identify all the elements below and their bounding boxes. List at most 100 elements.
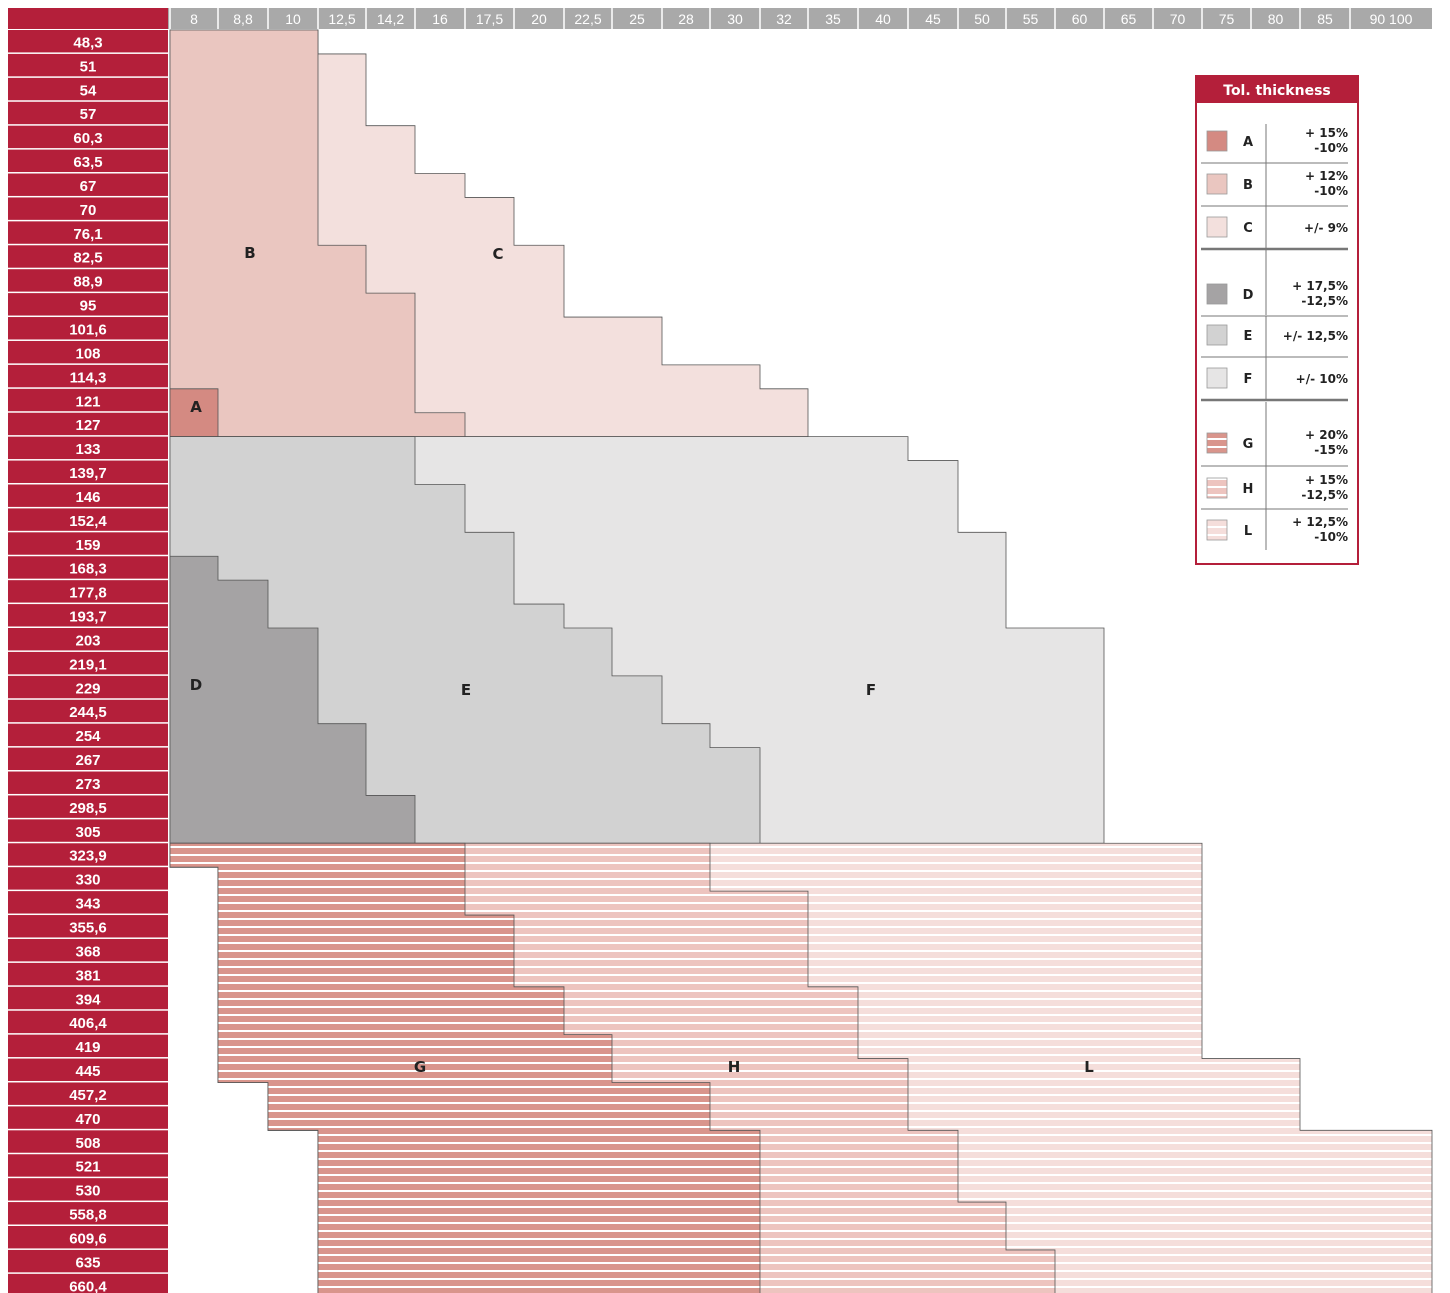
row-header-cell (8, 843, 168, 866)
row-header-cell (8, 197, 168, 220)
row-label: 54 (80, 82, 97, 99)
row-label: 121 (75, 393, 100, 410)
column-label: 12,5 (328, 11, 355, 27)
row-label: 660,4 (69, 1278, 107, 1293)
row-header-cell (8, 101, 168, 125)
row-header-cell (8, 532, 168, 555)
row-header-cell (8, 125, 168, 149)
row-header-cell (8, 149, 168, 173)
row-header-cell (8, 699, 168, 723)
legend-tolerance: -10% (1314, 530, 1348, 544)
row-header-cell (8, 508, 168, 531)
column-label: 8 (190, 11, 198, 27)
legend-tolerance: + 12% (1305, 169, 1348, 183)
legend-swatch-d (1206, 283, 1228, 305)
row-label: 368 (75, 943, 100, 960)
legend-letter: D (1243, 288, 1254, 303)
column-label: 70 (1170, 11, 1186, 27)
row-header-cell (8, 1202, 168, 1225)
row-header-cell (8, 819, 168, 842)
legend-tolerance: +/- 9% (1304, 221, 1348, 235)
legend-title: Tol. thickness (1223, 83, 1331, 99)
legend-swatch-h (1206, 477, 1228, 499)
column-label: 50 (974, 11, 990, 27)
row-label: 82,5 (73, 250, 102, 267)
zone-label-f: F (866, 681, 876, 699)
row-label: 168,3 (69, 561, 107, 578)
legend-swatch-e (1206, 324, 1228, 346)
row-header-cell (8, 173, 168, 196)
row-label: 267 (75, 752, 100, 769)
row-label: 146 (75, 489, 100, 506)
column-label: 28 (678, 11, 694, 27)
legend-swatch-c (1206, 216, 1228, 238)
row-header-cell (8, 723, 168, 747)
legend-tolerance: -10% (1314, 141, 1348, 155)
column-label: 60 (1072, 11, 1088, 27)
row-label: 470 (75, 1111, 100, 1128)
row-label: 330 (75, 872, 100, 889)
row-header-cell (8, 962, 168, 986)
row-header-cell (8, 675, 168, 699)
row-label: 159 (75, 537, 100, 554)
row-header-cell (8, 388, 168, 412)
column-label: 90 100 (1370, 11, 1413, 27)
row-header-cell (8, 891, 168, 914)
legend-tolerance: -12,5% (1301, 488, 1348, 502)
row-header-cell (8, 795, 168, 818)
legend-swatch-f (1206, 367, 1228, 389)
column-label: 8,8 (233, 11, 253, 27)
row-header-cell (8, 1249, 168, 1273)
legend-letter: E (1244, 329, 1253, 344)
column-label: 80 (1268, 11, 1284, 27)
row-label: 108 (75, 345, 100, 362)
row-label: 57 (80, 106, 97, 123)
row-header-cell (8, 604, 168, 627)
row-label: 445 (75, 1063, 100, 1080)
legend-swatch-l (1206, 519, 1228, 541)
row-header-cell (8, 484, 168, 507)
row-label: 394 (75, 991, 101, 1008)
column-label: 32 (776, 11, 792, 27)
row-label: 305 (75, 824, 100, 841)
legend-tolerance: + 15% (1305, 473, 1348, 487)
column-label: 14,2 (377, 11, 404, 27)
column-label: 25 (629, 11, 645, 27)
column-header-row: 8 8,8 10 12,5 14,2 16 17,5 20 22,5 25 28 30 32 35 40 45… (8, 8, 1432, 29)
row-label: 67 (80, 178, 97, 195)
column-label: 35 (825, 11, 841, 27)
legend-tolerance: -10% (1314, 184, 1348, 198)
legend-letter: B (1243, 178, 1253, 193)
legend-tolerance: -12,5% (1301, 294, 1348, 308)
row-label: 51 (80, 58, 97, 75)
row-header-cell (8, 1226, 168, 1249)
column-label: 55 (1023, 11, 1039, 27)
row-label: 298,5 (69, 800, 107, 817)
row-label: 63,5 (73, 154, 102, 171)
legend-tolerance: +/- 10% (1296, 372, 1348, 386)
row-header-cell (8, 1010, 168, 1034)
row-label: 229 (75, 680, 100, 697)
row-label: 381 (75, 967, 100, 984)
row-header-cell (8, 293, 168, 316)
row-label: 343 (75, 896, 100, 913)
legend-swatch-a (1206, 130, 1228, 152)
row-label: 323,9 (69, 848, 107, 865)
legend-tolerance: + 12,5% (1292, 515, 1348, 529)
row-label: 635 (75, 1254, 100, 1271)
row-label: 193,7 (69, 609, 107, 626)
row-header-cell (8, 77, 168, 101)
legend-letter: A (1243, 135, 1253, 150)
legend-tolerance: + 20% (1305, 428, 1348, 442)
zone-label-a: A (190, 398, 202, 416)
zone-label-d: D (190, 676, 202, 694)
row-header-cell (8, 1273, 168, 1293)
zone-labels: A B C D E F G H L (190, 244, 1094, 1076)
row-header-cell (8, 771, 168, 794)
legend-tolerance: + 15% (1305, 126, 1348, 140)
row-label: 558,8 (69, 1207, 107, 1224)
row-label: 76,1 (73, 226, 102, 243)
tolerance-zones (169, 29, 1433, 1293)
column-label: 16 (432, 11, 448, 27)
